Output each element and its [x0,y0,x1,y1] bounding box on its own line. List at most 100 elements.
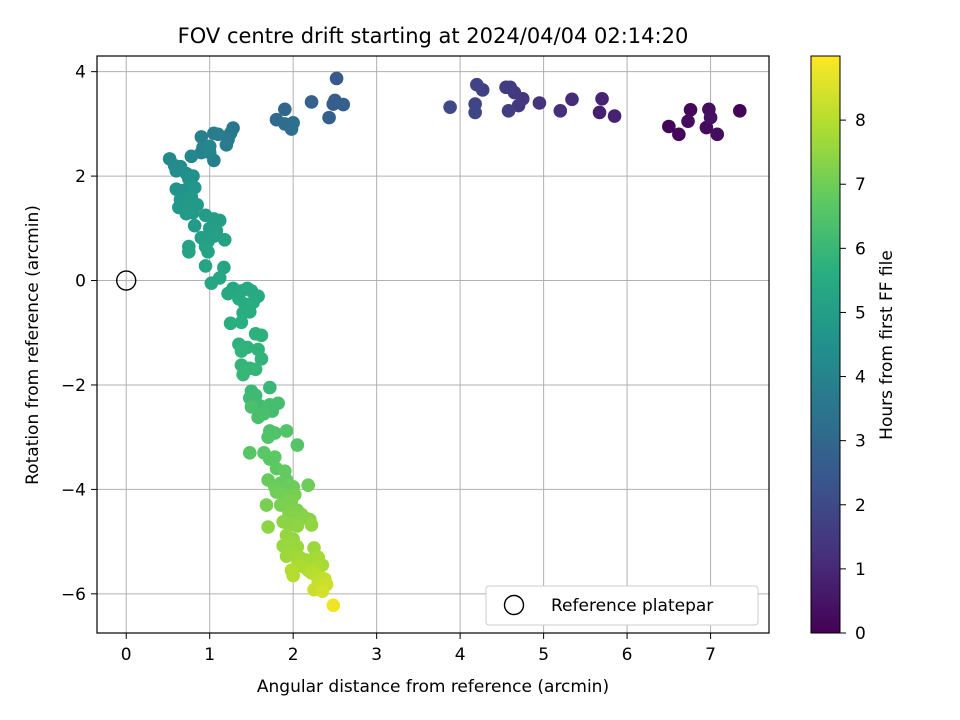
data-point [503,80,518,95]
data-point [286,568,300,583]
chart-title: FOV centre drift starting at 2024/04/04 … [178,24,689,48]
data-point [290,438,305,452]
y-axis-ticks: −6 −4 −2 0 2 4 [61,63,97,605]
data-point [261,520,275,534]
data-point [204,276,219,290]
data-point [672,127,686,142]
legend: Reference platepar [485,585,759,626]
data-points [162,71,747,613]
x-tick-label: 7 [705,645,716,665]
data-point [532,96,547,110]
y-tick-label: 4 [75,63,86,83]
x-tick-label: 6 [622,645,633,665]
y-tick-label: −4 [61,480,86,500]
data-point [211,127,225,142]
x-axis-label: Angular distance from reference (arcmin) [257,677,609,697]
data-point [322,110,336,125]
data-point [565,92,579,107]
data-point [217,260,231,275]
colorbar-tick-label: 2 [855,496,866,516]
colorbar-tick-label: 3 [855,432,866,452]
colorbar [810,55,841,634]
y-tick-label: −6 [61,585,86,605]
x-tick-label: 4 [455,645,466,665]
y-axis-label: Rotation from reference (arcmin) [23,205,43,485]
data-point [683,102,698,117]
data-point [553,104,568,118]
data-point [263,380,277,395]
data-point [326,97,341,111]
x-tick-label: 2 [288,645,299,665]
data-point [221,286,235,301]
data-point [268,450,282,464]
plot-frame [96,55,770,634]
x-axis-ticks: 0 1 2 3 4 5 6 7 [121,633,716,665]
colorbar-label: Hours from first FF file [877,250,897,440]
data-point [326,598,341,613]
legend-reference-marker [503,594,525,616]
legend-box [485,585,759,626]
data-point [304,95,319,109]
data-point [336,97,351,112]
colorbar-ticks: 0 1 2 3 4 5 6 7 8 [840,111,866,644]
data-point [278,102,292,117]
data-point [284,122,299,136]
data-point [234,315,249,330]
colorbar-tick-label: 8 [855,111,866,131]
data-point [187,218,202,233]
data-point [595,92,609,106]
data-point [242,305,257,319]
x-tick-label: 3 [371,645,382,665]
data-point [184,149,199,164]
data-point [248,362,263,377]
data-point [301,478,316,493]
data-point [254,328,269,343]
data-point [201,245,215,259]
data-point [592,105,607,120]
data-point [304,518,319,532]
data-point [710,127,725,142]
colorbar-tick-label: 0 [855,624,866,644]
colorbar-tick-label: 4 [855,368,866,388]
data-point [219,137,234,152]
data-point [703,110,718,125]
data-point [470,77,484,92]
x-tick-label: 1 [204,645,215,665]
data-point [251,410,265,425]
y-tick-label: 0 [75,272,86,292]
data-point [259,498,274,512]
colorbar-tick-label: 7 [855,175,866,195]
data-point [207,229,221,243]
data-point [198,259,213,273]
data-point [190,198,204,212]
x-tick-label: 5 [538,645,549,665]
data-point [681,114,695,129]
reference-platepar-marker [116,270,137,291]
colorbar-tick-label: 6 [855,239,866,259]
data-point [217,233,232,247]
data-point [212,213,227,228]
x-tick-label: 0 [121,645,132,665]
data-point [202,139,217,154]
data-point [244,400,259,414]
data-point [315,584,330,599]
data-point [443,100,457,114]
data-point [329,71,344,86]
legend-entry-reference: Reference platepar [551,596,713,616]
data-point [279,424,294,438]
data-point [290,519,305,533]
data-point [223,316,238,331]
data-point [468,105,482,120]
data-point [511,98,526,113]
y-tick-label: 2 [75,167,86,187]
data-point [501,104,516,118]
data-point [261,430,275,444]
data-point [236,367,250,382]
data-point [662,119,676,134]
y-tick-label: −2 [61,376,86,396]
data-point [234,344,249,358]
data-point [254,352,269,366]
data-point [732,104,747,118]
data-point [179,206,194,221]
